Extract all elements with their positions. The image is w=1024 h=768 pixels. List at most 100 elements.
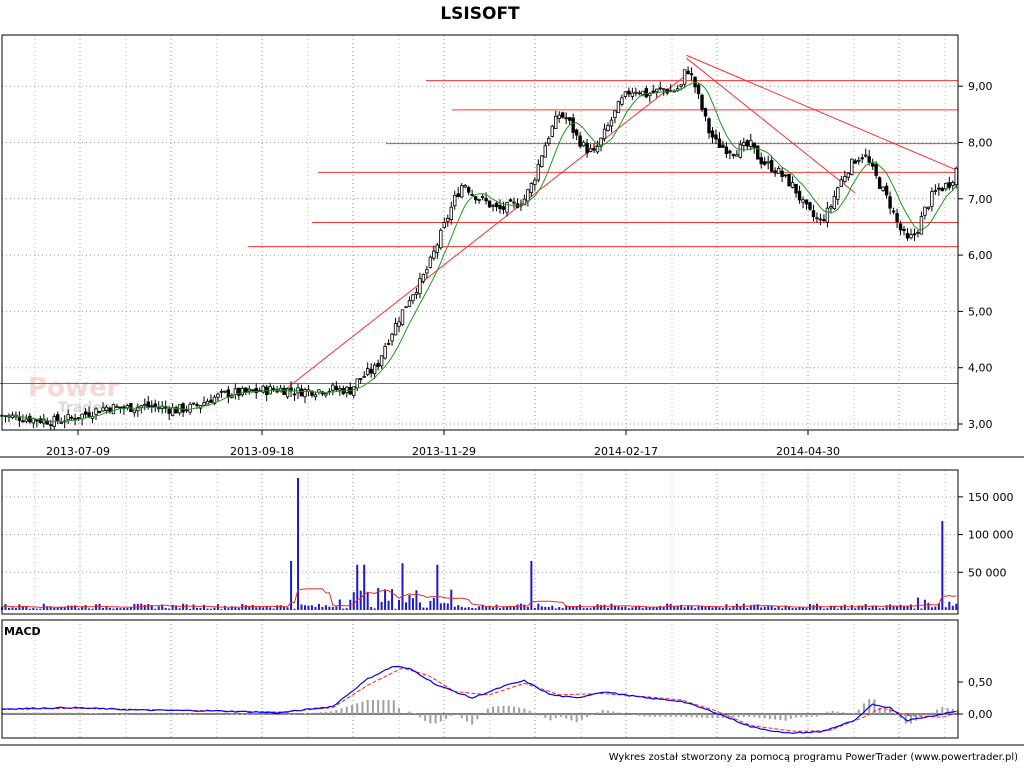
candle-body (491, 204, 495, 207)
candle-body (17, 417, 22, 421)
footer-credit: Wykres został stworzony za pomocą progra… (609, 752, 1018, 763)
candle-body (891, 210, 896, 213)
candle-body (28, 415, 32, 423)
candle-body (888, 196, 892, 209)
candle-body (623, 91, 628, 97)
candle-body (662, 88, 666, 91)
candle-body (244, 387, 248, 393)
candle-body (655, 88, 659, 93)
candle-body (512, 201, 516, 204)
candle-body (574, 129, 579, 136)
candle-body (484, 198, 488, 202)
candle-body (386, 343, 391, 345)
candle-body (759, 157, 763, 165)
candle-body (554, 115, 558, 130)
candle-body (648, 93, 652, 97)
candle-body (749, 139, 753, 147)
candle-body (919, 216, 924, 235)
candle-body (501, 206, 506, 210)
candle-body (717, 138, 722, 148)
candle-body (902, 228, 906, 232)
trend-line (686, 57, 856, 194)
candle-body (595, 145, 600, 153)
candle-body (703, 108, 708, 117)
candle-body (223, 390, 227, 393)
price-panel (0, 54, 959, 430)
candle-body (411, 294, 415, 302)
macd-tick-label: 0,50 (968, 676, 993, 689)
candle-body (181, 403, 185, 413)
candle-body (87, 412, 91, 417)
candle-body (473, 196, 478, 201)
macd-frame (1, 619, 959, 739)
candle-body (797, 190, 802, 201)
candle-body (937, 187, 941, 190)
candle-body (682, 69, 687, 85)
candle-body (470, 194, 474, 196)
candle-body (460, 185, 464, 198)
candle-body (254, 388, 258, 393)
candle-body (442, 222, 447, 228)
candle-body (951, 182, 955, 186)
candle-body (240, 387, 245, 396)
candle-body (567, 117, 572, 121)
candle-body (174, 407, 178, 414)
candle-body (56, 414, 60, 422)
candle-body (292, 393, 297, 396)
candle-body (209, 399, 213, 403)
candle-body (864, 154, 868, 157)
volume-panel (1, 478, 958, 610)
candle-body (143, 404, 147, 407)
candle-body (338, 387, 342, 391)
y-tick-label: 9,00 (968, 80, 993, 93)
candle-body (216, 393, 220, 398)
candle-body (773, 170, 777, 174)
candle-body (153, 403, 157, 407)
candle-body (487, 200, 492, 208)
x-tick-label: 2013-07-09 (46, 445, 110, 458)
candle-body (679, 84, 683, 87)
candle-body (66, 414, 70, 421)
candle-body (425, 269, 429, 274)
candle-body (167, 408, 171, 414)
candle-body (237, 387, 241, 396)
candle-body (909, 234, 913, 239)
y-tick-label: 3,00 (968, 418, 993, 431)
candle-body (884, 185, 889, 196)
candle-body (477, 199, 481, 201)
candle-body (686, 70, 690, 75)
candle-body (247, 388, 251, 392)
candle-body (97, 411, 102, 414)
candle-body (31, 418, 36, 424)
candle-body (787, 174, 791, 187)
candle-body (815, 217, 819, 220)
candle-body (334, 386, 339, 391)
candle-body (372, 364, 377, 374)
x-tick-label: 2014-04-30 (776, 445, 840, 458)
candle-body (463, 185, 467, 188)
candle-body (634, 91, 638, 94)
candle-body (613, 110, 617, 119)
candle-body (219, 390, 224, 393)
candle-body (783, 174, 788, 177)
volume-tick-label: 50 000 (968, 566, 1007, 579)
candle-body (418, 278, 422, 295)
candle-body (581, 141, 586, 147)
candle-body (101, 407, 105, 412)
candle-body (251, 389, 255, 392)
candle-body (69, 416, 74, 419)
candle-body (724, 146, 729, 155)
candle-body (111, 404, 116, 415)
candle-body (867, 156, 871, 163)
candle-body (365, 368, 370, 376)
candle-body (446, 217, 450, 222)
candle-body (400, 309, 405, 326)
price-frame (1, 34, 959, 431)
candle-body (930, 191, 934, 207)
candle-body (536, 164, 541, 181)
candle-body (453, 195, 457, 207)
candle-body (585, 142, 589, 154)
candle-body (766, 161, 770, 164)
candle-body (839, 179, 844, 187)
candle-body (742, 142, 746, 146)
